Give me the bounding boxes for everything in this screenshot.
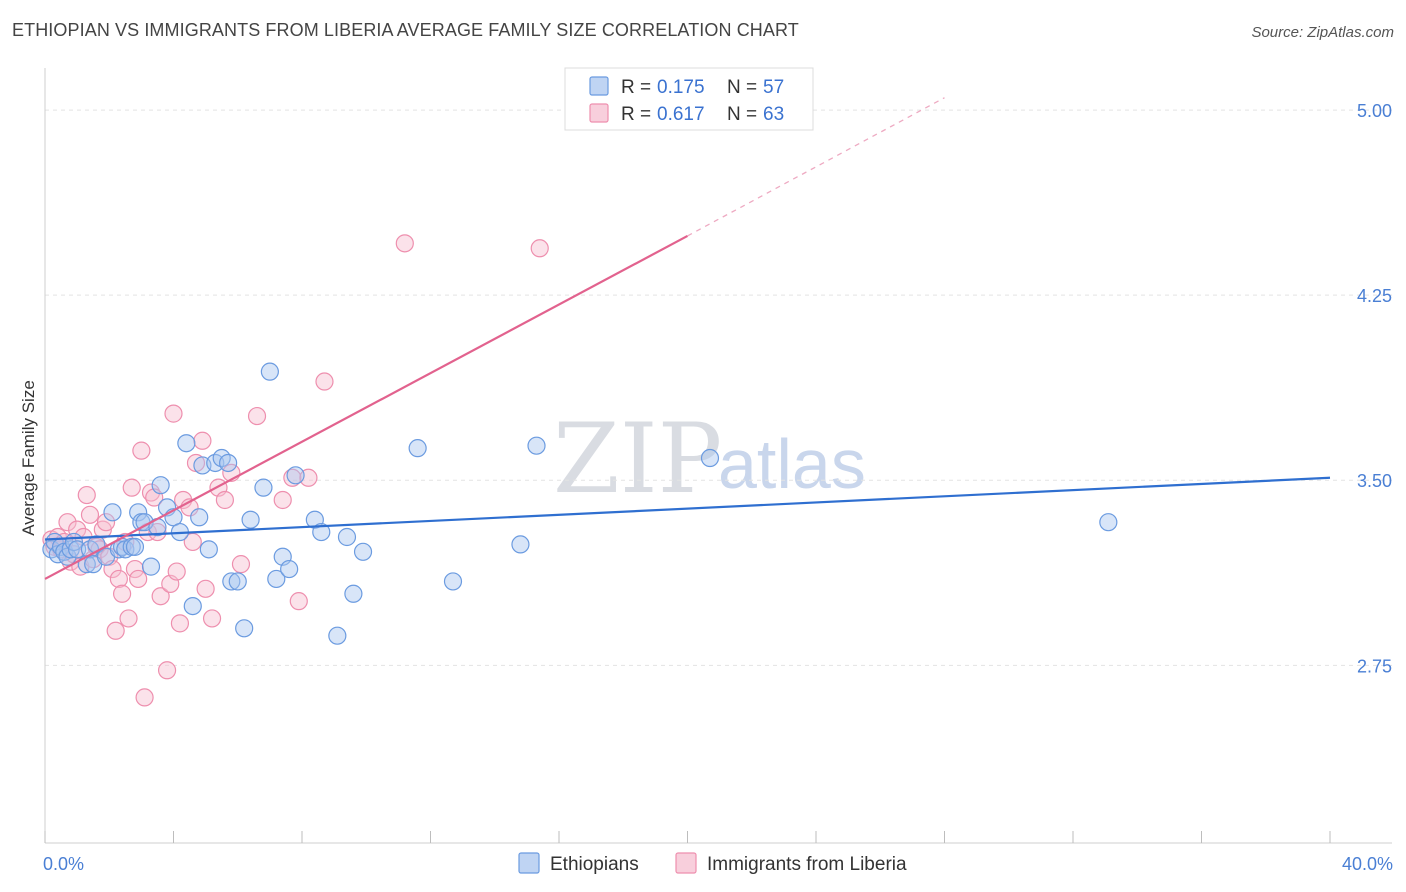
watermark-zip: ZIP <box>553 403 722 515</box>
ethiopians-point <box>408 439 427 458</box>
ethiopians-point <box>222 572 241 591</box>
y-axis-label: Average Family Size <box>19 380 38 536</box>
liberia-point <box>132 441 151 460</box>
legend-n-label-liberia: N = <box>727 104 757 125</box>
ethiopians-point <box>280 559 299 579</box>
liberia-point <box>283 468 302 487</box>
ethiopians-point <box>125 537 145 556</box>
ethiopians-point <box>328 626 347 645</box>
ethiopians-point <box>267 569 286 589</box>
liberia-point <box>141 483 161 502</box>
ethiopians-trend-line <box>44 476 1331 541</box>
grid <box>45 109 1392 666</box>
ethiopians-point <box>443 572 463 591</box>
y-tick-label-3: 5.00 <box>1357 101 1392 121</box>
liberia-point <box>231 555 251 574</box>
bottom-legend-label-ethiopians: Ethiopians <box>550 854 639 875</box>
liberia-point <box>119 609 138 628</box>
axes: 2.75 3.50 4.25 5.00 0.0% 40.0% <box>43 68 1393 874</box>
ethiopians-point <box>1099 513 1118 532</box>
liberia-point <box>196 579 215 598</box>
ethiopians-point <box>344 584 363 603</box>
ethiopians-point <box>190 508 209 527</box>
liberia-point <box>157 661 177 680</box>
x-tick-label-max: 40.0% <box>1342 854 1393 874</box>
liberia-point <box>77 485 96 505</box>
trend-lines <box>44 97 1331 580</box>
series-legend: Ethiopians Immigrants from Liberia <box>518 852 907 875</box>
liberia-point <box>164 404 183 423</box>
y-tick-label-0: 2.75 <box>1357 656 1392 676</box>
liberia-point <box>80 505 100 524</box>
ethiopians-point <box>700 448 720 468</box>
ethiopians-point <box>527 436 546 455</box>
liberia-point <box>273 490 292 510</box>
ethiopians-series <box>42 362 1118 645</box>
watermark-atlas: atlas <box>718 425 866 503</box>
liberia-trend-line <box>44 234 689 580</box>
ethiopians-point <box>511 535 530 554</box>
legend-n-value-ethiopians: 57 <box>763 77 784 98</box>
liberia-series <box>42 234 549 707</box>
liberia-point <box>170 614 190 633</box>
liberia-point <box>315 372 334 391</box>
ethiopians-point <box>241 510 260 529</box>
ethiopians-point <box>129 503 148 522</box>
ethiopians-point <box>353 542 373 561</box>
ethiopians-point <box>68 540 87 559</box>
liberia-point <box>58 513 77 532</box>
ethiopians-point <box>183 596 202 616</box>
ethiopians-point <box>219 453 238 473</box>
bottom-legend-swatch-ethiopians <box>518 852 540 874</box>
liberia-point <box>135 688 154 707</box>
liberia-point <box>395 234 414 253</box>
bottom-legend-swatch-liberia <box>675 852 697 874</box>
chart-title: ETHIOPIAN VS IMMIGRANTS FROM LIBERIA AVE… <box>12 20 799 40</box>
legend-r-label-ethiopians: R = <box>621 77 651 98</box>
liberia-point <box>193 431 212 450</box>
ethiopians-point <box>254 478 273 497</box>
liberia-point <box>129 569 148 589</box>
ethiopians-point <box>199 540 218 559</box>
bottom-legend-label-liberia: Immigrants from Liberia <box>707 854 907 875</box>
legend-r-value-liberia: 0.617 <box>657 104 705 125</box>
liberia-point <box>530 239 549 258</box>
stats-legend: R = 0.175 N = 57 R = 0.617 N = 63 <box>564 67 814 131</box>
ethiopians-point <box>337 527 357 547</box>
legend-r-label-liberia: R = <box>621 104 651 125</box>
ethiopians-point <box>151 476 170 495</box>
liberia-point <box>167 562 186 581</box>
liberia-point <box>215 490 234 510</box>
x-tick-label-min: 0.0% <box>43 854 84 874</box>
liberia-point <box>109 569 128 589</box>
ethiopians-point <box>103 503 122 522</box>
legend-swatch-ethiopians <box>589 76 609 96</box>
liberia-point <box>247 406 267 426</box>
liberia-point <box>148 522 167 542</box>
legend-n-value-liberia: 63 <box>763 104 784 125</box>
y-tick-label-1: 3.50 <box>1357 471 1392 491</box>
ethiopians-point <box>312 522 331 542</box>
liberia-point <box>112 584 132 603</box>
liberia-point <box>122 478 141 497</box>
liberia-point <box>202 609 222 628</box>
liberia-point <box>96 513 116 532</box>
legend-r-value-ethiopians: 0.175 <box>657 77 705 98</box>
liberia-point <box>151 587 170 606</box>
ethiopians-point <box>177 434 196 453</box>
ethiopians-point <box>235 619 254 638</box>
source-label: Source: ZipAtlas.com <box>1251 24 1394 41</box>
ethiopians-point <box>286 466 305 485</box>
legend-swatch-liberia <box>589 103 609 123</box>
legend-n-label-ethiopians: N = <box>727 77 757 98</box>
ethiopians-point <box>141 557 161 576</box>
liberia-point <box>106 621 125 640</box>
liberia-trend-extension <box>687 97 945 237</box>
y-tick-label-2: 4.25 <box>1357 286 1392 306</box>
liberia-point <box>289 592 308 611</box>
watermark: ZIP atlas <box>553 403 866 515</box>
ethiopians-point <box>228 572 247 591</box>
ethiopians-point <box>260 362 279 381</box>
